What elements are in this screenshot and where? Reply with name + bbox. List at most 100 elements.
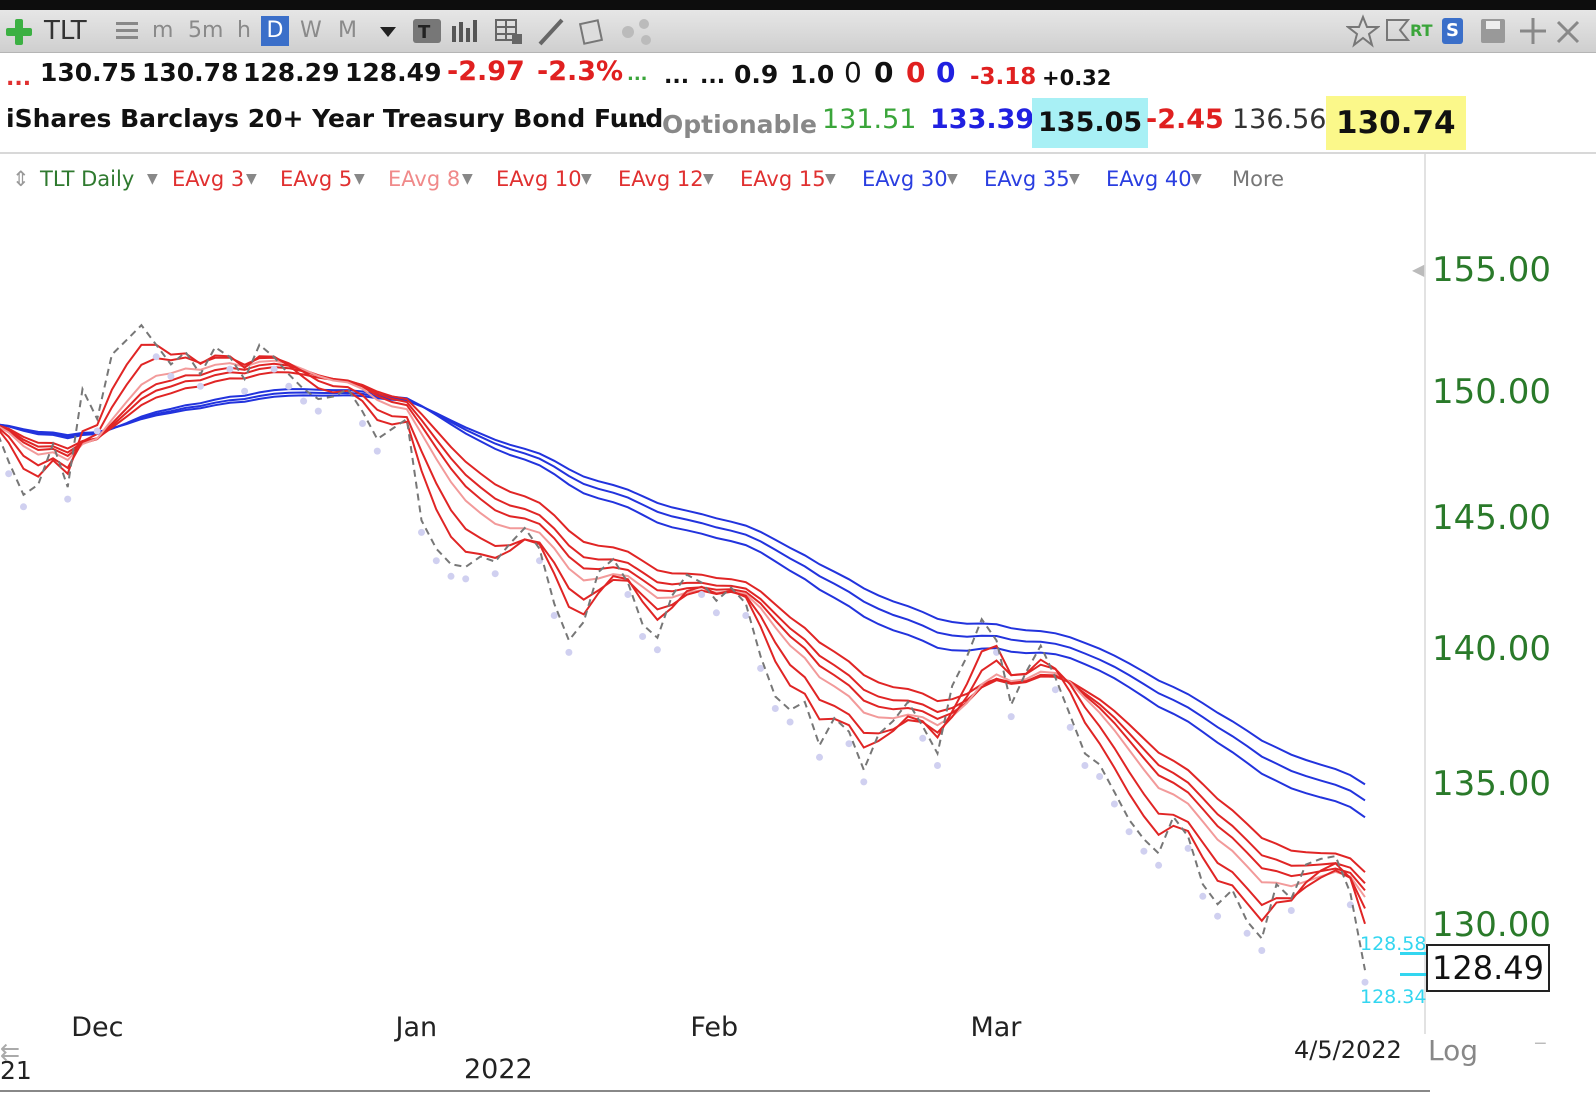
save-icon[interactable]: [1478, 10, 1508, 52]
legend-item-eavg-40[interactable]: EAvg 40: [1106, 167, 1192, 191]
chevron-down-icon[interactable]: [378, 10, 398, 52]
pencil-icon[interactable]: [536, 10, 566, 52]
move-icon[interactable]: [1518, 10, 1548, 52]
name-ellipsis[interactable]: ...: [620, 104, 649, 133]
legend-item-eavg-5[interactable]: EAvg 5: [280, 167, 353, 191]
low-dot: [447, 572, 455, 580]
timeframe-dropdown-icon[interactable]: [378, 10, 398, 52]
timeframe-month[interactable]: M: [338, 18, 357, 43]
legend-sort-icon[interactable]: ⇕: [12, 167, 30, 191]
legend-dropdown-icon[interactable]: ▼: [825, 171, 836, 187]
realtime-tag[interactable]: RT: [1410, 21, 1433, 40]
axis-menu-icon[interactable]: ‒: [1534, 1030, 1547, 1054]
low-dot: [418, 528, 425, 536]
price-axis-divider: [1424, 154, 1426, 1034]
legend-dropdown-icon[interactable]: ▼: [147, 171, 158, 187]
flag-icon[interactable]: [1384, 10, 1411, 52]
legend-dropdown-icon[interactable]: ▼: [462, 171, 473, 187]
timeframe-5m[interactable]: 5m: [188, 18, 224, 43]
close-icon[interactable]: [1554, 10, 1584, 52]
legend-item-eavg-35[interactable]: EAvg 35: [984, 167, 1070, 191]
close-icon[interactable]: [1554, 10, 1584, 52]
share-icon[interactable]: [620, 10, 656, 52]
legend-item-more[interactable]: More: [1232, 167, 1285, 191]
price-tick-label: 135.00: [1432, 764, 1551, 805]
list-icon[interactable]: [114, 10, 140, 52]
low-dot: [786, 718, 794, 726]
scan-tag[interactable]: S: [1442, 18, 1463, 44]
save-icon[interactable]: [1478, 10, 1508, 52]
low-dot: [934, 762, 941, 769]
quote-field-16: -3.18: [970, 64, 1037, 90]
bars-icon[interactable]: [450, 10, 478, 52]
low-dot: [1258, 947, 1266, 954]
low-dot: [5, 470, 13, 478]
legend-dropdown-icon[interactable]: ▼: [1069, 171, 1080, 187]
flag-icon[interactable]: [1384, 10, 1411, 52]
text-tool-icon[interactable]: T: [412, 10, 442, 52]
quote-row-info: iShares Barclays 20+ Year Treasury Bond …: [0, 96, 1466, 150]
study-legend: ⇕ TLT Daily ▼ EAvg 3 ▼ EAvg 5 ▼ EAvg 8 ▼ EAvg 10…: [0, 163, 1440, 197]
header-separator: [0, 152, 1596, 154]
legend-item-tlt-daily[interactable]: TLT Daily: [40, 167, 135, 191]
grid-add-icon[interactable]: [494, 10, 524, 52]
legend-dropdown-icon[interactable]: ▼: [246, 171, 257, 187]
grid-add-icon[interactable]: [494, 10, 524, 52]
quote-value-5: 136.56: [1232, 104, 1327, 135]
low-dot: [1096, 773, 1104, 780]
low-dot: [742, 612, 750, 619]
price-chart[interactable]: [0, 230, 1596, 1090]
quote-row-prices: ... 130.75 130.78 128.29 128.49 -2.97 -2.3%...…: [0, 56, 1200, 98]
text-tool-icon[interactable]: T: [412, 10, 442, 52]
legend-dropdown-icon[interactable]: ▼: [703, 171, 714, 187]
year-label: 2022: [464, 1054, 533, 1085]
pencil-icon[interactable]: [536, 10, 566, 52]
last-date-label: 4/5/2022: [1294, 1036, 1402, 1064]
legend-item-eavg-12[interactable]: EAvg 12: [618, 167, 704, 191]
legend-item-eavg-10[interactable]: EAvg 10: [496, 167, 582, 191]
quote-field-2: 130.78: [142, 58, 239, 87]
quote-value-3: 135.05: [1032, 98, 1149, 148]
legend-dropdown-icon[interactable]: ▼: [354, 171, 365, 187]
price-tick-label: 150.00: [1432, 372, 1551, 413]
timeframe-d[interactable]: D: [261, 16, 289, 46]
quote-value-1: 131.51: [822, 104, 917, 135]
symbol-label[interactable]: TLT: [44, 16, 87, 46]
legend-dropdown-icon[interactable]: ▼: [581, 171, 592, 187]
notes-icon[interactable]: [578, 10, 608, 52]
star-icon[interactable]: [1345, 10, 1381, 52]
log-scale-toggle[interactable]: Log: [1428, 1034, 1479, 1067]
legend-item-eavg-15[interactable]: EAvg 15: [740, 167, 826, 191]
bars-icon[interactable]: [450, 10, 478, 52]
month-label: Dec: [71, 1012, 124, 1043]
month-label: Jan: [395, 1012, 438, 1043]
notes-icon[interactable]: [578, 10, 608, 52]
price-tick-label: 145.00: [1432, 498, 1551, 539]
legend-dropdown-icon[interactable]: ▼: [1191, 171, 1202, 187]
chart-bottom-border: [0, 1090, 1430, 1092]
month-label: Mar: [970, 1012, 1022, 1043]
series-eavg-15: [0, 371, 1366, 873]
legend-dropdown-icon[interactable]: ▼: [947, 171, 958, 187]
quote-field-4: 128.49: [345, 58, 442, 87]
star-icon[interactable]: [1345, 10, 1381, 52]
timeframe-w[interactable]: W: [300, 18, 322, 43]
share-icon[interactable]: [620, 10, 656, 52]
add-symbol-icon[interactable]: [6, 19, 32, 45]
quote-field-5: -2.97: [447, 56, 525, 87]
legend-item-eavg-8[interactable]: EAvg 8: [388, 167, 461, 191]
low-dot: [300, 397, 308, 405]
timeframe-h[interactable]: h: [237, 18, 251, 43]
scroll-left-icon[interactable]: ⇇: [0, 1038, 21, 1066]
list-icon[interactable]: [114, 10, 140, 52]
low-dot: [550, 612, 558, 619]
low-dot: [845, 740, 853, 748]
legend-item-eavg-30[interactable]: EAvg 30: [862, 167, 948, 191]
month-label: Feb: [690, 1012, 739, 1043]
legend-item-eavg-3[interactable]: EAvg 3: [172, 167, 245, 191]
low-dot: [1007, 713, 1015, 721]
low-dot: [1184, 844, 1192, 852]
low-dot: [226, 365, 234, 373]
timeframe-m[interactable]: m: [152, 18, 174, 43]
move-icon[interactable]: [1518, 10, 1548, 52]
